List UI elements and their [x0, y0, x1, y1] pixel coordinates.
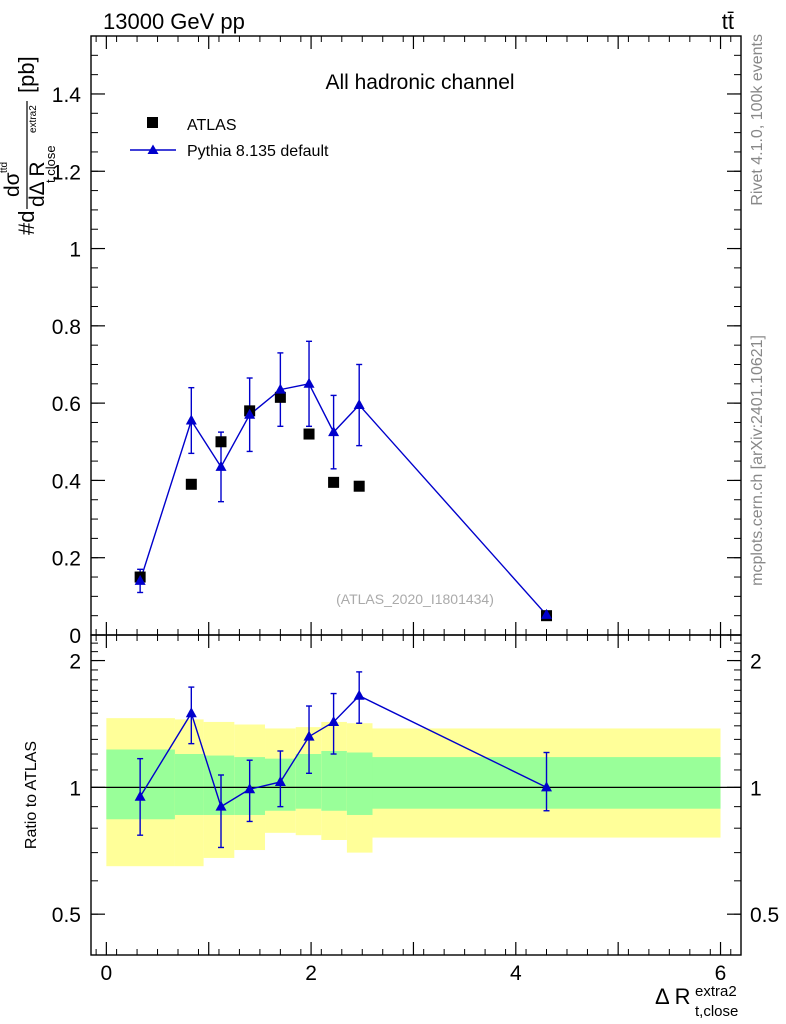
atlas-point — [303, 428, 315, 440]
pythia-point — [274, 383, 286, 394]
x-tick-label: 6 — [715, 962, 727, 985]
ratio-green-band — [321, 750, 347, 811]
x-tick-label: 2 — [305, 962, 317, 985]
pythia-point — [134, 574, 146, 585]
y-tick-label: 1.4 — [52, 84, 82, 107]
ratio-panel-frame: 0 2 4 6 0.5 0.5 1 1 2 2 — [52, 634, 779, 985]
header-left: 13000 GeV pp — [103, 9, 245, 34]
ratio-point — [185, 707, 197, 718]
legend-pythia-label: Pythia 8.135 default — [187, 143, 329, 160]
ratio-y-tick-label: 2 — [69, 651, 81, 674]
ratio-point — [353, 689, 365, 700]
ylabel-den-sup: extra2 — [28, 105, 39, 133]
ratio-point — [328, 715, 340, 726]
panel-title: All hadronic channel — [325, 71, 514, 94]
ylabel-prefix: #d — [14, 211, 39, 235]
y-tick-label: 0.8 — [52, 316, 81, 339]
ylabel-num: dσ — [1, 172, 24, 197]
ratio-point — [244, 783, 256, 794]
atlas-point — [274, 391, 286, 403]
ratio-panel-bg — [91, 718, 741, 867]
y-axis-label-main: #d dΔ R t,close extra2 dσ t̄t̄d [pb] — [0, 56, 58, 235]
header-right: tt̄ — [722, 9, 734, 34]
atlas-point — [328, 476, 340, 488]
legend: ATLAS Pythia 8.135 default — [130, 117, 329, 160]
pythia-point — [215, 460, 227, 471]
y-axis-label-ratio: Ratio to ATLAS — [23, 741, 40, 849]
ratio-frame-box — [90, 634, 742, 956]
watermark: (ATLAS_2020_I1801434) — [336, 591, 494, 607]
ratio-y-tick-label: 1 — [69, 777, 81, 800]
ratio-point — [134, 790, 146, 801]
xlabel-main: Δ R — [655, 984, 690, 1009]
xlabel-sup: extra2 — [695, 983, 737, 1000]
pythia-point — [244, 408, 256, 419]
ratio-y-tick-label-right: 2 — [750, 651, 762, 674]
ratio-point — [215, 800, 227, 811]
pythia-point — [541, 608, 553, 619]
y-tick-label: 0 — [69, 625, 81, 648]
pythia-point — [328, 426, 340, 437]
y-tick-label: 0.2 — [52, 548, 81, 571]
ylabel-num-sup: t̄t̄d — [0, 162, 10, 174]
legend-atlas-label: ATLAS — [187, 117, 237, 134]
ylabel-unit: [pb] — [14, 56, 39, 93]
pythia-series-line — [139, 383, 548, 616]
ratio-y-tick-label-right: 0.5 — [750, 904, 779, 927]
y-tick-label: 0.4 — [52, 470, 82, 493]
y-tick-label: 0.6 — [52, 393, 81, 416]
ratio-point — [541, 781, 553, 792]
y-tick-label: 1 — [69, 239, 81, 262]
ratio-y-tick-label: 0.5 — [52, 904, 81, 927]
ylabel-den: dΔ R — [26, 161, 49, 207]
ratio-green-band — [346, 752, 373, 815]
ratio-point — [274, 775, 286, 786]
ylabel-den-sub: t,close — [43, 145, 58, 183]
mcplots-label: mcplots.cern.ch [arXiv:2401.10621] — [749, 335, 766, 586]
ratio-panel-marks — [134, 671, 553, 849]
atlas-point — [353, 480, 365, 492]
x-tick-label: 0 — [101, 962, 113, 985]
ratio-green-band — [174, 754, 204, 815]
atlas-point — [185, 478, 197, 490]
pythia-point — [303, 377, 315, 388]
ratio-point — [303, 730, 315, 741]
y-tick-label: 1.2 — [52, 161, 81, 184]
pythia-point — [185, 414, 197, 425]
x-axis-label: Δ R t,close extra2 — [655, 983, 738, 1020]
rivet-label: Rivet 4.1.0, 100k events — [749, 34, 766, 206]
ratio-y-tick-label-right: 1 — [750, 777, 762, 800]
legend-atlas-marker — [147, 117, 158, 128]
main-panel-marks — [134, 340, 553, 622]
legend-pythia-marker — [147, 144, 159, 154]
xlabel-sub: t,close — [695, 1003, 738, 1020]
pythia-point — [353, 399, 365, 410]
atlas-point — [215, 436, 227, 448]
x-tick-label: 4 — [510, 962, 522, 985]
